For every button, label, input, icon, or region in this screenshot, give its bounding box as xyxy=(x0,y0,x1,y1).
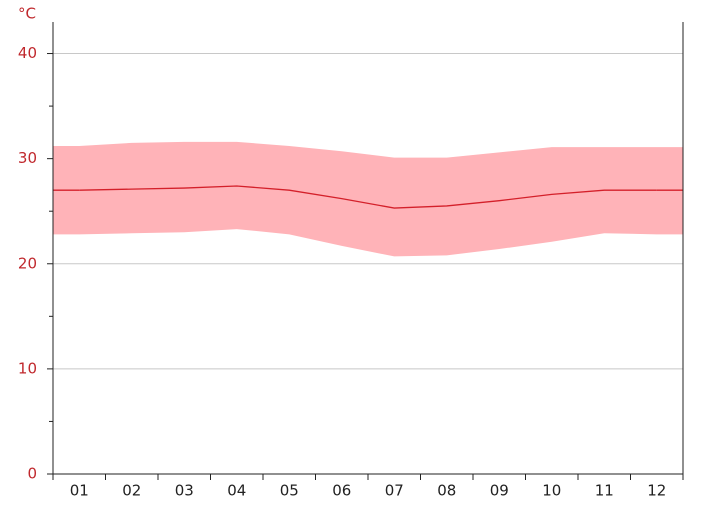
x-tick-label: 03 xyxy=(175,482,194,500)
y-tick-label: 0 xyxy=(27,465,37,483)
x-tick-label: 01 xyxy=(70,482,89,500)
x-tick-label: 09 xyxy=(490,482,509,500)
y-tick-label: 10 xyxy=(18,359,37,377)
y-tick-label: 40 xyxy=(18,44,37,62)
x-tick-label: 04 xyxy=(227,482,246,500)
x-tick-label: 02 xyxy=(122,482,141,500)
y-axis-unit: °C xyxy=(18,5,36,23)
x-tick-label: 11 xyxy=(595,482,614,500)
mean-line xyxy=(79,185,657,209)
y-tick-label: 20 xyxy=(18,254,37,272)
x-tick-label: 05 xyxy=(280,482,299,500)
x-tick-label: 08 xyxy=(437,482,456,500)
x-tick-label: 10 xyxy=(542,482,561,500)
range-area xyxy=(53,141,683,257)
y-tick-label: 30 xyxy=(18,149,37,167)
x-tick-label: 12 xyxy=(647,482,666,500)
x-tick-label: 07 xyxy=(385,482,404,500)
x-tick-label: 06 xyxy=(332,482,351,500)
